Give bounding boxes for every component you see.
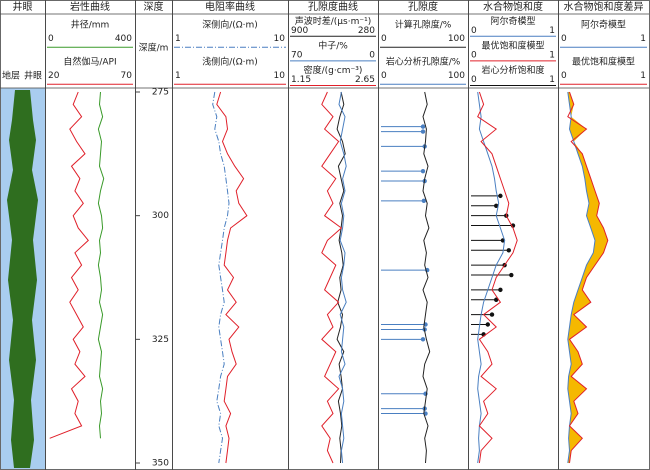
curve-name: 岩心分析饱和度 [481,64,544,76]
scale-min: 0 [381,34,387,44]
scale-min: 20 [48,71,60,81]
log-curve [567,91,609,464]
core-point [420,337,426,342]
scale-max: 1 [549,50,555,60]
log-curve [212,91,230,464]
scale-max: 1 [640,71,646,81]
track-border [135,0,173,470]
curve-name: 深侧向/(Ω·m) [202,19,258,31]
scale-max: 1 [640,34,646,44]
log-curve [216,91,248,464]
curve-name: 浅侧向/(Ω·m) [202,56,258,68]
scale-min: 0 [471,50,477,60]
scale-max: 100 [448,34,465,44]
track-title: 岩性曲线 [70,0,110,13]
core-point [420,129,426,134]
depth-label: 深度/m [139,42,169,54]
scale-max: 400 [115,34,132,44]
column-label: 地层 [2,70,20,82]
scale-min: 1 [175,34,181,44]
track-title: 孔隙度曲线 [308,0,358,13]
scale-min: 0 [561,71,567,81]
core-point [485,322,490,327]
curve-name: 密度/(g·cm⁻³) [304,64,363,76]
scale-min: 0 [471,26,477,36]
scale-max: 2.65 [355,75,375,85]
scale-max: 70 [121,71,133,81]
depth-tick-label: 275 [152,88,169,98]
track-title: 孔隙度 [408,0,438,13]
log-curve [338,91,347,464]
core-point [494,203,499,208]
difference-fill [567,92,608,463]
curve-name: 自然伽马/API [63,56,116,68]
scale-max: 0 [369,50,375,60]
scale-min: 1.15 [291,75,311,85]
curve-name: 阿尔奇模型 [581,19,626,31]
track-title: 井眼 [13,0,33,13]
track-title: 水合物饱和度 [483,0,543,13]
core-point [421,198,427,204]
track-title: 深度 [144,0,164,13]
scale-max: 1 [549,26,555,36]
scale-min: 0 [381,71,387,81]
scale-max: 10 [274,34,286,44]
scale-max: 100 [448,71,465,81]
scale-min: 0 [471,75,477,85]
core-point [489,312,495,317]
scale-max: 1 [549,75,555,85]
log-curve [336,91,346,464]
curve-name: 中子/% [318,40,348,52]
column-label: 井眼 [24,70,42,82]
log-curve [567,91,596,464]
core-point [506,248,511,253]
curve-name: 最优饱和度模型 [481,40,544,52]
log-curve [422,91,431,464]
log-curve [477,91,506,464]
depth-tick-label: 325 [152,335,169,345]
core-point [420,168,426,174]
scale-min: 900 [291,26,308,36]
scale-min: 1 [175,71,181,81]
curve-name: 阿尔奇模型 [490,15,535,27]
track-title: 电阻率曲线 [205,0,255,13]
curve-name: 最优饱和度模型 [572,56,635,68]
log-curve [477,91,518,464]
core-point [494,297,499,302]
curve-name: 计算孔隙度/% [395,19,452,31]
core-point [498,193,503,199]
track-border [172,0,289,470]
scale-min: 70 [291,50,303,60]
log-curve [49,91,89,439]
curve-name: 声波时差/(μs·m⁻¹) [295,15,371,27]
depth-tick-label: 300 [152,211,169,221]
core-point [420,124,426,129]
scale-min: 0 [561,34,567,44]
scale-max: 10 [274,71,286,81]
formation-column [7,90,38,468]
curve-name: 井径/mm [71,19,110,31]
log-curve [97,91,105,439]
track-title: 水合物饱和度差异 [564,0,644,13]
scale-min: 0 [48,34,54,44]
core-point [498,287,503,293]
depth-tick-label: 350 [152,459,169,469]
core-point [509,272,514,278]
curve-name: 岩心分析孔隙度/% [386,56,461,68]
scale-max: 280 [358,26,375,36]
log-curve [321,91,343,464]
